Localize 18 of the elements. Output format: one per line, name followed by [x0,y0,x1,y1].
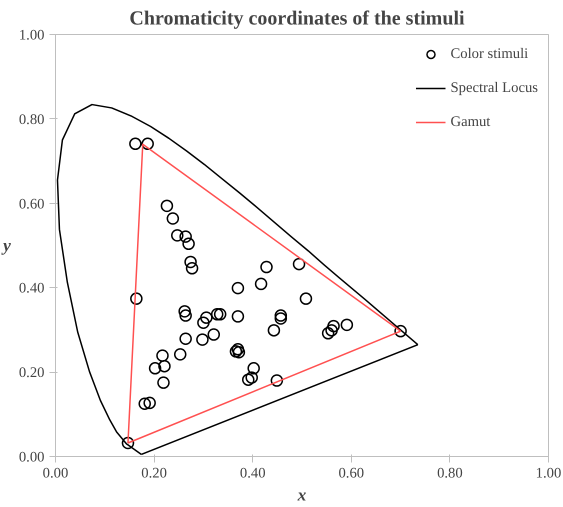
x-tick-label: 0.40 [240,466,266,482]
y-tick-label: 0.80 [18,112,45,128]
y-axis-title: y [1,236,12,255]
y-tick-label: 1.00 [18,28,45,44]
y-tick-label: 0.40 [18,280,45,297]
x-tick-label: 1.00 [536,466,562,482]
x-axis-title: x [296,486,307,504]
chart-title: Chromaticity coordinates of the stimuli [129,8,466,30]
x-tick-label: 0.80 [437,466,463,482]
x-tick-label: 0.00 [42,466,68,482]
x-tick-label: 0.60 [338,466,364,482]
legend-label: Color stimuli [450,46,528,62]
y-tick-label: 0.60 [18,196,45,212]
x-tick-label: 0.20 [141,466,167,482]
legend-label: Gamut [450,114,490,130]
y-tick-label: 0.00 [18,450,45,466]
y-tick-label: 0.20 [18,365,45,382]
legend-label: Spectral Locus [450,80,538,96]
